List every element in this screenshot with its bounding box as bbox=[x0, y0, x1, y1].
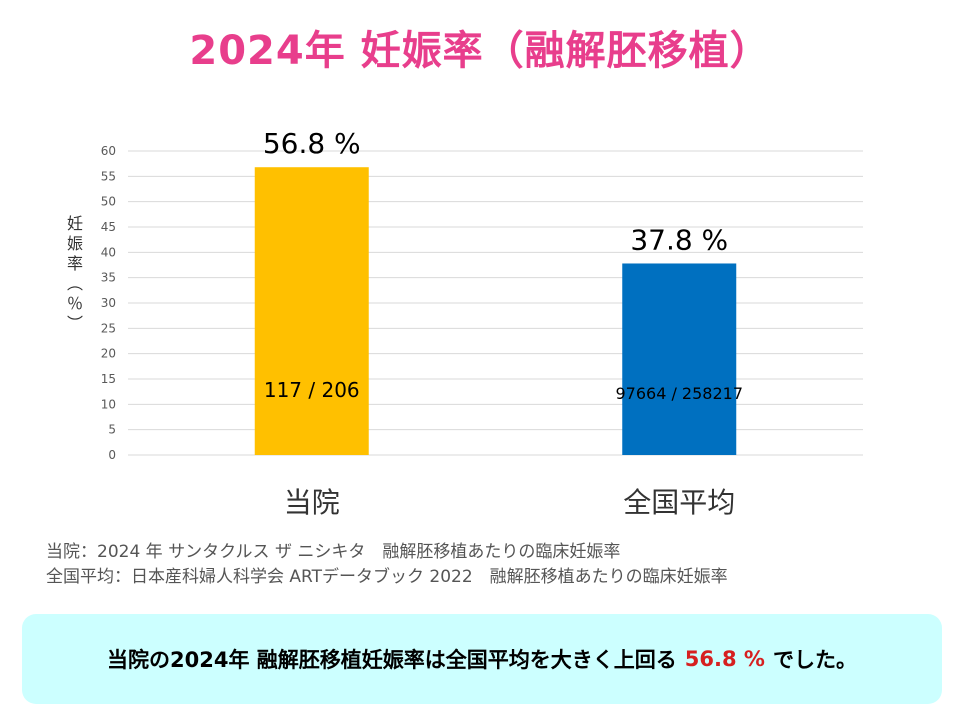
page-title: 2024年 妊娠率（融解胚移植） bbox=[189, 28, 771, 74]
source-notes: 当院：2024 年 サンタクルス ザ ニシキタ 融解胚移植あたりの臨床妊娠率 全… bbox=[46, 540, 728, 590]
y-axis-label-char: ︶ bbox=[67, 314, 83, 333]
bar-count-label: 97664 / 258217 bbox=[615, 384, 743, 403]
y-axis-ticks: 0 5 10 15 20 25 30 35 40 45 50 55 60 bbox=[101, 144, 116, 462]
y-axis-label-char: 率 bbox=[67, 254, 83, 273]
y-tick-label: 0 bbox=[108, 448, 116, 462]
y-tick-label: 45 bbox=[101, 220, 116, 234]
source-note-national: 全国平均：日本産科婦人科学会 ARTデータブック 2022 融解胚移植あたりの臨… bbox=[46, 567, 728, 587]
bar-1 bbox=[254, 167, 369, 456]
y-axis-label-char: ︵ bbox=[67, 274, 83, 293]
y-tick-label: 35 bbox=[101, 271, 116, 285]
y-tick-label: 20 bbox=[101, 347, 116, 361]
summary-highlight-value: 56.8 % bbox=[684, 647, 765, 671]
y-tick-label: 50 bbox=[101, 195, 116, 209]
y-tick-label: 55 bbox=[101, 169, 116, 183]
chart-bars bbox=[254, 167, 737, 456]
y-axis-label: 妊娠率︵％︶ bbox=[67, 214, 83, 333]
summary-text-end: でした。 bbox=[772, 648, 857, 672]
chart-grid bbox=[128, 150, 863, 456]
bar-value-label: 37.8 % bbox=[630, 223, 728, 256]
x-category-label: 全国平均 bbox=[623, 486, 735, 519]
y-tick-label: 15 bbox=[101, 372, 116, 386]
source-note-clinic: 当院：2024 年 サンタクルス ザ ニシキタ 融解胚移植あたりの臨床妊娠率 bbox=[46, 542, 621, 562]
y-tick-label: 5 bbox=[108, 423, 116, 437]
y-tick-label: 60 bbox=[101, 144, 116, 158]
y-axis-label-char: 娠 bbox=[67, 234, 83, 253]
y-tick-label: 40 bbox=[101, 245, 116, 259]
summary-box: 当院の2024年 融解胚移植妊娠率は全国平均を大きく上回る 56.8 % でした… bbox=[22, 614, 942, 704]
bar-count-label: 117 / 206 bbox=[264, 378, 360, 402]
x-category-label: 当院 bbox=[284, 486, 340, 519]
y-axis-label-char: 妊 bbox=[67, 214, 83, 233]
y-tick-label: 10 bbox=[101, 397, 116, 411]
y-tick-label: 25 bbox=[101, 321, 116, 335]
y-tick-label: 30 bbox=[101, 296, 116, 310]
bar-2 bbox=[622, 263, 737, 455]
summary-text: 当院の2024年 融解胚移植妊娠率は全国平均を大きく上回る bbox=[107, 648, 677, 672]
bar-value-label: 56.8 % bbox=[263, 127, 361, 160]
chart-labels: 56.8 % 117 / 206 当院 37.8 % 97664 / 258217 全国平… bbox=[263, 127, 743, 519]
y-axis-label-char: ％ bbox=[67, 294, 83, 313]
bar-chart: 0 5 10 15 20 25 30 35 40 45 50 55 60 妊娠率︵％︶ 56.8 % 11… bbox=[67, 127, 863, 519]
